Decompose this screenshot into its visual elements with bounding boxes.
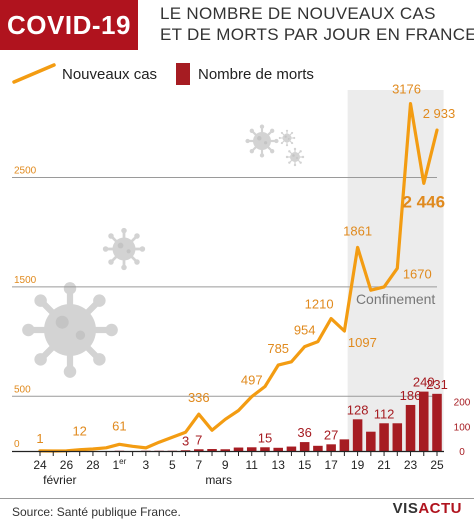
death-value-label: 15 <box>258 430 272 445</box>
header: COVID-19 LE NOMBRE DE NOUVEAUX CAS ET DE… <box>0 0 474 50</box>
death-bar <box>286 446 297 451</box>
x-axis-tick-label: 21 <box>377 458 391 472</box>
case-value-label: 497 <box>241 373 263 388</box>
x-axis-tick-label: 9 <box>222 458 229 472</box>
x-axis-tick-label: 25 <box>430 458 444 472</box>
death-bar <box>180 450 191 451</box>
case-value-label: 12 <box>72 424 86 439</box>
x-axis-tick-label: 19 <box>351 458 365 472</box>
brand-part1: VIS <box>392 500 419 517</box>
virus-icon <box>285 147 305 167</box>
x-axis-tick-label: 17 <box>324 458 338 472</box>
x-axis-tick-label: 26 <box>60 458 74 472</box>
case-value-label: 954 <box>294 323 316 338</box>
legend-cases-label: Nouveaux cas <box>62 66 157 83</box>
death-bar <box>366 431 376 451</box>
legend: Nouveaux cas Nombre de morts <box>12 63 314 85</box>
death-bar <box>352 419 363 451</box>
death-value-label: 27 <box>324 427 338 442</box>
left-axis-tick-label: 1500 <box>14 275 37 286</box>
case-value-label: 1097 <box>348 335 377 350</box>
death-bar <box>313 445 323 451</box>
left-axis-tick-label: 500 <box>14 384 31 395</box>
case-value-label: 1861 <box>343 223 372 238</box>
cases-line <box>38 101 439 453</box>
legend-line-swatch <box>12 63 56 84</box>
virus-icon <box>244 123 280 159</box>
death-bar <box>432 393 442 451</box>
death-bar <box>246 447 257 451</box>
death-value-label: 186 <box>400 388 422 403</box>
x-axis-tick-label: 11 <box>245 458 258 472</box>
brand-logo: VISACTU <box>393 500 462 517</box>
footer-divider <box>0 498 474 499</box>
death-value-label: 112 <box>374 406 395 421</box>
x-axis-tick-label: 3 <box>143 458 150 472</box>
death-bar <box>260 447 270 451</box>
header-badge: COVID-19 <box>0 0 138 50</box>
death-value-label: 36 <box>297 425 311 440</box>
death-bar <box>405 404 416 451</box>
case-value-label: 785 <box>267 341 289 356</box>
death-value-label: 7 <box>195 432 202 447</box>
right-axis-tick-label: 200 <box>454 398 471 409</box>
death-value-label: 231 <box>426 377 448 392</box>
virus-icon <box>101 226 147 272</box>
virus-icon <box>22 282 118 378</box>
x-axis-tick-label: 5 <box>169 458 176 472</box>
case-value-label: 1 <box>36 431 43 446</box>
case-value-label: 1670 <box>403 266 432 281</box>
x-axis-tick-label: 13 <box>272 458 286 472</box>
x-axis-tick-label: 24 <box>33 458 47 472</box>
legend-deaths-label: Nombre de morts <box>198 66 314 83</box>
death-bar <box>220 449 231 451</box>
death-value-label: 3 <box>182 433 189 448</box>
x-axis-tick-label: 7 <box>195 458 202 472</box>
x-axis-tick-label: 23 <box>404 458 418 472</box>
death-bar <box>194 449 204 451</box>
left-axis-tick-label: 2500 <box>14 166 37 177</box>
header-title-line1: LE NOMBRE DE NOUVEAUX CAS <box>160 4 436 23</box>
header-title: LE NOMBRE DE NOUVEAUX CAS ET DE MORTS PA… <box>160 3 474 45</box>
death-bar <box>207 449 217 451</box>
legend-bar-swatch <box>176 63 190 85</box>
death-bar <box>233 447 244 451</box>
case-value-label: 336 <box>188 390 210 405</box>
right-axis-tick-label: 100 <box>454 422 471 433</box>
death-bar <box>419 391 429 451</box>
source-text: Source: Santé publique France. <box>12 505 181 519</box>
header-title-line2: ET DE MORTS PAR JOUR EN FRANCE <box>160 25 474 44</box>
case-value-label: 2 446 <box>402 192 445 211</box>
case-value-label: 61 <box>112 418 126 433</box>
death-value-label: 240 <box>413 375 435 390</box>
left-axis-tick-label: 0 <box>14 439 20 450</box>
x-axis-month-label: février <box>43 473 76 487</box>
x-axis-tick-label: 15 <box>298 458 312 472</box>
death-bar <box>326 444 336 451</box>
brand-part2: ACTU <box>418 500 462 517</box>
case-value-label: 1210 <box>305 297 334 312</box>
death-bar <box>273 447 283 451</box>
death-bar <box>299 442 310 451</box>
x-axis-tick-label: 28 <box>86 458 100 472</box>
right-axis-tick-label: 0 <box>459 447 465 458</box>
x-axis-month-label: mars <box>205 473 232 487</box>
death-bar <box>392 423 403 451</box>
death-bar <box>339 439 350 451</box>
case-value-label: 2 933 <box>423 106 456 121</box>
confinement-label: Confinement <box>356 291 435 307</box>
virus-icon <box>278 129 296 147</box>
death-bar <box>379 423 389 451</box>
x-axis-tick-label: 1er <box>112 457 126 472</box>
case-value-label: 3176 <box>392 82 421 97</box>
death-value-label: 128 <box>347 402 369 417</box>
